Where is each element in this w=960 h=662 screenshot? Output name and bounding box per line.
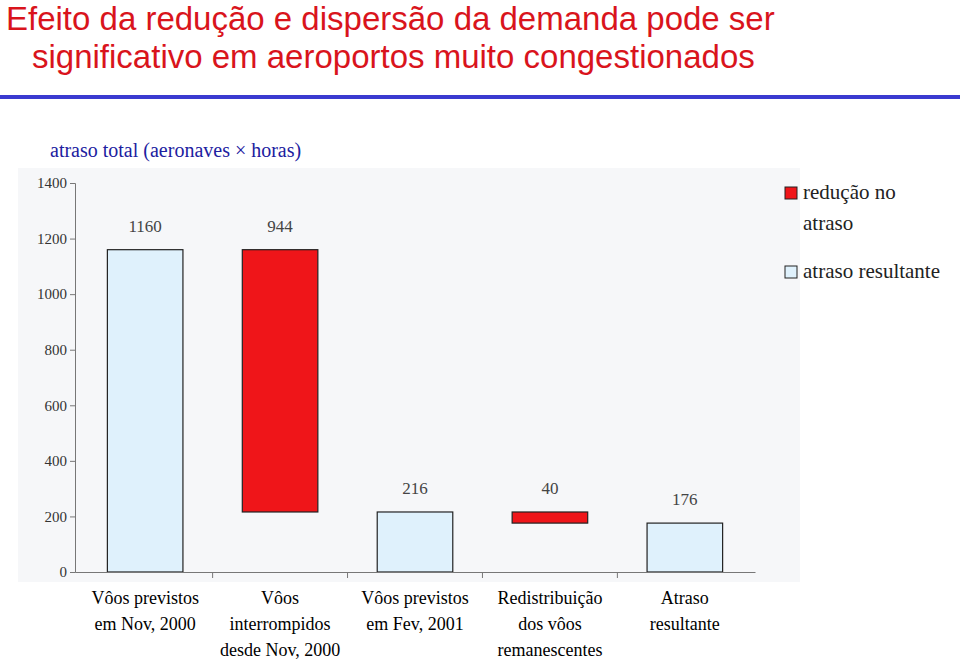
y-tick-mark	[70, 572, 75, 573]
bar	[647, 523, 723, 572]
plot-background	[18, 168, 800, 582]
legend-swatch	[785, 187, 797, 199]
x-separator	[482, 572, 483, 578]
y-tick-label: 1200	[37, 231, 67, 247]
title: Efeito da redução e dispersão da demanda…	[6, 0, 775, 75]
y-tick-label: 1000	[37, 286, 67, 302]
x-tick: Vôosinterrompidosdesde Nov, 2000	[220, 588, 340, 660]
x-separator	[617, 572, 618, 578]
y-tick-label: 1400	[37, 175, 67, 191]
data-label: 216	[402, 479, 428, 498]
y-tick-label: 600	[45, 398, 68, 414]
y-tick: 800	[45, 342, 76, 358]
y-tick-mark	[70, 516, 75, 517]
chart: Efeito da redução e dispersão da demanda…	[0, 0, 960, 662]
y-tick: 400	[45, 453, 76, 469]
y-tick: 200	[45, 509, 76, 525]
data-label: 944	[267, 217, 293, 236]
y-tick: 1000	[37, 286, 75, 302]
bars	[107, 250, 722, 572]
data-label: 176	[672, 490, 698, 509]
y-tick-mark	[70, 294, 75, 295]
bar	[377, 512, 453, 572]
x-separator	[347, 572, 348, 578]
x-separator	[212, 572, 213, 578]
y-tick-label: 800	[45, 342, 68, 358]
title-rule	[0, 95, 960, 99]
bar	[107, 250, 183, 572]
y-tick-label: 0	[60, 564, 68, 580]
x-tick-label: Vôosinterrompidosdesde Nov, 2000	[220, 588, 340, 660]
data-label: 1160	[128, 217, 161, 236]
x-axis-line	[76, 572, 756, 573]
y-tick: 1200	[37, 231, 75, 247]
x-tick-label: Redistribuiçãodos vôosremanescentes	[497, 588, 602, 660]
y-tick-mark	[70, 405, 75, 406]
y-tick-mark	[70, 183, 75, 184]
bar	[242, 250, 318, 512]
y-tick: 0	[60, 564, 76, 580]
legend-swatch	[785, 266, 797, 278]
x-tick-label: Vôos previstosem Nov, 2000	[91, 588, 199, 634]
y-tick: 600	[45, 398, 76, 414]
y-axis-title: atraso total (aeronaves × horas)	[50, 139, 301, 162]
x-tick: Vôos previstosem Fev, 2001	[361, 588, 469, 634]
x-axis: Vôos previstosem Nov, 2000 Vôosinterrompi…	[76, 573, 756, 661]
legend-label: atraso resultante	[803, 259, 940, 283]
x-tick: Redistribuiçãodos vôosremanescentes	[497, 588, 602, 660]
y-tick: 1400	[37, 175, 75, 191]
x-tick: Atrasoresultante	[650, 588, 720, 634]
bar	[512, 512, 588, 523]
x-tick: Vôos previstosem Nov, 2000	[91, 588, 199, 634]
y-axis-line	[70, 184, 76, 573]
data-label: 40	[541, 479, 558, 498]
y-tick-label: 200	[45, 509, 68, 525]
y-tick-mark	[70, 350, 75, 351]
y-tick-mark	[70, 239, 75, 240]
x-tick-label: Atrasoresultante	[650, 588, 720, 634]
y-tick-label: 400	[45, 453, 68, 469]
legend: redução noatraso atraso resultante	[785, 180, 940, 283]
legend-label: redução noatraso	[803, 180, 896, 235]
y-axis: 0 200 400 600 800 1000 1200 1400	[37, 175, 76, 580]
data-labels: 1160 944 216 40 176	[128, 217, 697, 509]
x-tick-label: Vôos previstosem Fev, 2001	[361, 588, 469, 634]
y-tick-mark	[70, 461, 75, 462]
